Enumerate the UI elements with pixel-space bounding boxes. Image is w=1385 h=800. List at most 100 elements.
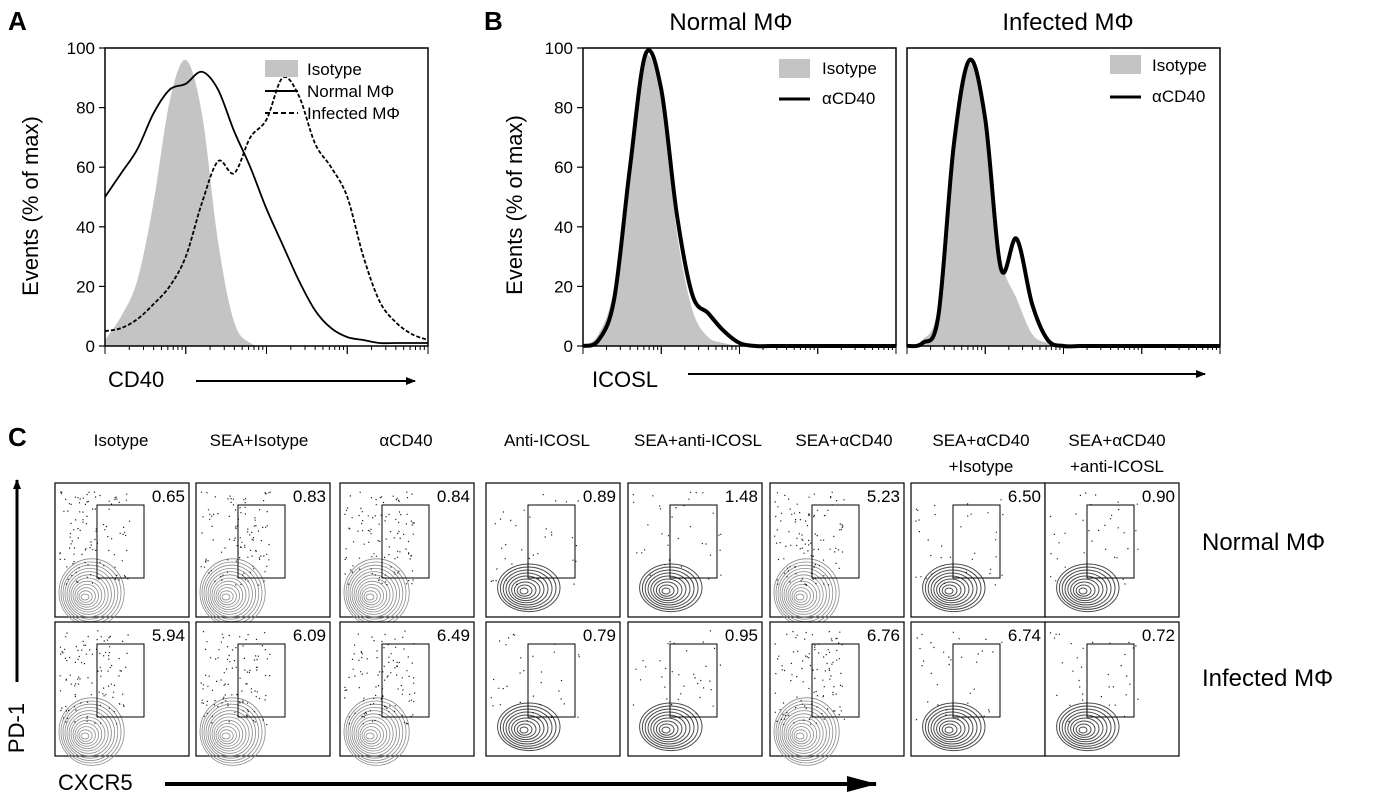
contour-line xyxy=(519,726,529,734)
y-tick-label: 60 xyxy=(554,158,573,177)
contour-line xyxy=(936,578,966,602)
contour-line xyxy=(199,697,266,766)
contour-line xyxy=(215,722,241,747)
contour-line xyxy=(58,697,125,766)
contour-line xyxy=(779,567,830,620)
gate-box xyxy=(237,643,286,718)
gate-percentage: 0.79 xyxy=(583,626,616,645)
y-tick-label: 0 xyxy=(564,337,573,356)
contour-line xyxy=(647,572,691,606)
gate-box xyxy=(952,643,1001,718)
contour-line xyxy=(209,713,250,754)
contour-line xyxy=(787,719,818,750)
gate-box xyxy=(381,643,430,718)
contour-line xyxy=(938,720,962,738)
y-tick-label: 20 xyxy=(554,277,573,296)
panel-c-flow-grid: Isotype SEA+Isotype αCD40 Anti-ICOSL SEA+ant… xyxy=(4,431,1333,795)
y-tick-label: 20 xyxy=(76,277,95,296)
contour-line xyxy=(505,572,549,606)
contour-line xyxy=(343,697,410,766)
contour-line xyxy=(513,581,537,599)
contour-line xyxy=(347,703,404,762)
contour-line xyxy=(349,567,400,620)
contour-line xyxy=(1064,572,1108,606)
gate-percentage: 5.94 xyxy=(152,626,185,645)
panel-c-condition-headers: Isotype SEA+Isotype αCD40 Anti-ICOSL SEA+ant… xyxy=(94,431,1166,476)
y-tick-label: 60 xyxy=(76,158,95,177)
panel-a-x-axis-label: CD40 xyxy=(108,367,164,392)
legend-swatch-isotype xyxy=(1110,55,1141,74)
contour-line xyxy=(785,577,821,613)
panel-c-x-axis-label: CXCR5 xyxy=(58,770,133,795)
contour-line xyxy=(217,726,237,745)
condition-label: SEA+αCD40 xyxy=(795,431,892,450)
contour-line xyxy=(787,580,818,611)
flow-plot: 0.95 xyxy=(627,621,763,757)
contour-line xyxy=(78,729,93,742)
contour-line xyxy=(1064,711,1108,745)
contour-line xyxy=(658,723,675,736)
contour-line xyxy=(785,716,821,752)
flow-plot: 0.83 xyxy=(195,482,331,627)
contour-line xyxy=(938,581,962,599)
gate-percentage: 5.23 xyxy=(867,487,900,506)
flow-plot: 5.94 xyxy=(54,621,190,766)
contour-line xyxy=(213,580,244,611)
contour-line xyxy=(1072,720,1096,738)
gate-box xyxy=(952,504,1001,579)
flow-plot: 6.50 xyxy=(910,482,1046,618)
contour-line xyxy=(345,700,407,764)
contour-line xyxy=(1072,581,1096,599)
panel-b-y-axis-label: Events (% of max) xyxy=(502,115,527,295)
contour-line xyxy=(355,577,391,613)
contour-line xyxy=(1056,563,1120,613)
contour-line xyxy=(783,713,824,754)
gate-box xyxy=(237,504,286,579)
contour-line xyxy=(777,703,834,762)
flow-plot: 6.74 xyxy=(910,621,1046,757)
contour-line xyxy=(66,571,112,618)
flow-plot: 5.23 xyxy=(769,482,905,627)
contour-line xyxy=(217,587,237,606)
contour-line xyxy=(361,726,381,745)
contour-line xyxy=(505,711,549,745)
contour-line xyxy=(66,710,112,757)
contour-line xyxy=(219,590,234,603)
contour-line xyxy=(650,714,687,743)
gate-percentage: 6.50 xyxy=(1008,487,1041,506)
contour-line xyxy=(936,717,966,741)
contour-line xyxy=(365,593,375,601)
contour-line xyxy=(793,590,808,603)
contour-line xyxy=(1070,717,1100,741)
contour-line xyxy=(516,584,533,597)
contour-line xyxy=(653,717,683,741)
contour-line xyxy=(789,722,815,747)
contour-line xyxy=(1067,575,1104,604)
condition-label: SEA+anti-ICOSL xyxy=(634,431,762,450)
panel-a-series xyxy=(104,59,429,347)
contour-line xyxy=(215,583,241,608)
contour-line xyxy=(795,593,805,601)
contour-line xyxy=(516,723,533,736)
panel-b-title-normal: Normal MΦ xyxy=(669,9,792,36)
gate-percentage: 0.83 xyxy=(293,487,326,506)
panel-b-normal-legend: Isotype αCD40 xyxy=(779,59,877,108)
contour-line xyxy=(1070,578,1100,602)
condition-label: Isotype xyxy=(94,431,149,450)
condition-label: αCD40 xyxy=(379,431,432,450)
contour-line xyxy=(353,574,394,615)
contour-line xyxy=(933,714,970,743)
contour-line xyxy=(508,575,545,604)
contour-line xyxy=(363,729,378,742)
contour-line xyxy=(68,713,109,754)
contour-line xyxy=(80,593,90,601)
gate-box xyxy=(527,504,576,579)
contour-line xyxy=(68,574,109,615)
contour-line xyxy=(661,587,671,595)
panel-a-legend: Isotype Normal MΦ Infected MΦ xyxy=(265,60,400,123)
contour-line xyxy=(779,706,830,759)
event-dots xyxy=(344,630,416,725)
contour-line xyxy=(203,703,260,762)
gate-box xyxy=(811,504,860,579)
legend-label-isotype: Isotype xyxy=(822,59,877,78)
